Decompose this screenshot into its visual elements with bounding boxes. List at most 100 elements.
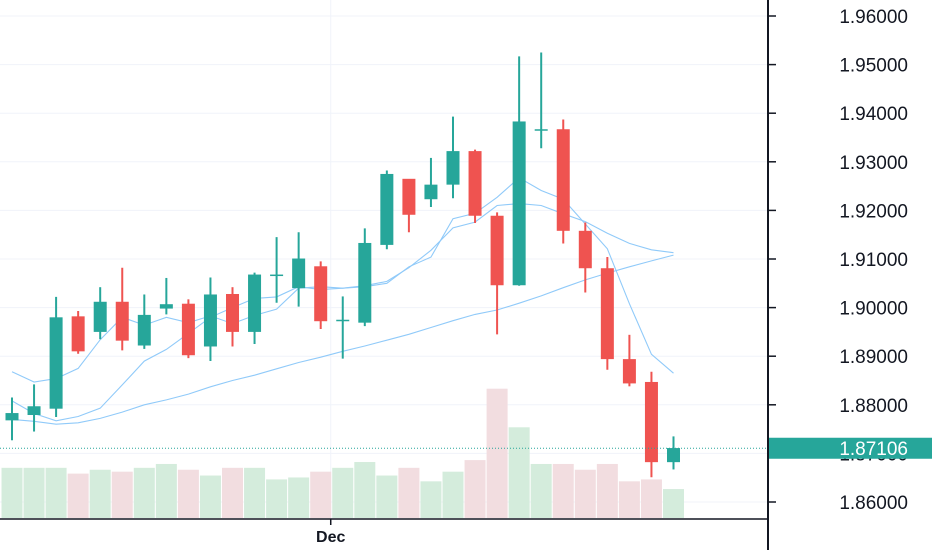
candle-body	[137, 314, 151, 346]
volume-bar	[640, 479, 662, 518]
volume-bar	[442, 471, 464, 518]
candle-body	[336, 319, 350, 322]
volume-bar	[596, 463, 618, 518]
last-price-badge	[769, 437, 932, 459]
price-tick-label: 1.88000	[839, 396, 908, 417]
price-tick-label: 1.96000	[839, 7, 908, 28]
candle[interactable]	[27, 384, 41, 432]
volume-bar	[1, 467, 23, 518]
time-tick-label: Dec	[316, 529, 345, 546]
candle[interactable]	[181, 299, 195, 359]
candle-body	[314, 266, 328, 322]
candle[interactable]	[578, 222, 592, 293]
candle[interactable]	[446, 116, 460, 199]
candles-layer	[5, 52, 680, 478]
candle-body	[270, 274, 284, 277]
candle[interactable]	[644, 371, 658, 478]
volume-bar	[663, 489, 684, 518]
volume-bar	[332, 467, 354, 518]
candle[interactable]	[358, 228, 372, 327]
candle-body	[203, 294, 217, 347]
candle-body	[226, 293, 239, 332]
candle[interactable]	[424, 157, 438, 207]
candle[interactable]	[314, 261, 328, 329]
volume-bar	[177, 469, 199, 518]
candle-body	[181, 303, 195, 356]
price-tick-label: 1.94000	[839, 104, 908, 125]
candle[interactable]	[600, 257, 614, 370]
volume-bar	[310, 471, 332, 518]
candle-body	[490, 215, 504, 286]
price-tick-label: 1.93000	[839, 153, 908, 174]
candle-body	[556, 129, 570, 231]
candle[interactable]	[248, 272, 262, 345]
volume-bar	[398, 467, 420, 518]
volume-bar	[45, 467, 67, 518]
candle-body	[292, 258, 306, 289]
candle-body	[115, 301, 129, 341]
candle[interactable]	[292, 232, 306, 307]
volume-bar	[89, 469, 111, 518]
candle-body	[667, 448, 680, 463]
candle[interactable]	[534, 52, 548, 149]
volume-layer	[1, 388, 684, 518]
candle[interactable]	[667, 436, 680, 470]
candle-body	[512, 121, 526, 286]
volume-bar	[133, 467, 155, 518]
candle-body	[49, 317, 63, 409]
volume-bar	[464, 460, 486, 518]
volume-bar	[244, 467, 266, 518]
candle-body	[578, 230, 592, 269]
candle[interactable]	[380, 170, 394, 250]
candle-body	[446, 151, 460, 185]
candle[interactable]	[512, 56, 526, 286]
candle-body	[622, 359, 636, 384]
volume-bar	[574, 469, 596, 518]
volume-bar	[508, 427, 530, 518]
last-price-label: 1.87106	[839, 439, 908, 460]
volume-bar	[266, 479, 288, 518]
candle-body	[600, 268, 614, 360]
volume-bar	[199, 475, 221, 518]
candle-body	[159, 304, 173, 309]
candle-body	[358, 242, 372, 323]
price-axis[interactable]: 1.860001.870001.880001.890001.900001.910…	[767, 0, 908, 550]
volume-bar	[288, 477, 310, 518]
candle-body	[27, 406, 41, 416]
candle[interactable]	[336, 296, 350, 359]
candle[interactable]	[71, 311, 85, 354]
candle[interactable]	[115, 267, 129, 351]
candle[interactable]	[159, 277, 173, 315]
candle[interactable]	[402, 178, 416, 233]
candle[interactable]	[203, 277, 217, 362]
candle[interactable]	[5, 397, 19, 441]
candle-body	[534, 129, 548, 131]
candle-body	[644, 381, 658, 463]
candle[interactable]	[226, 287, 239, 347]
price-tick-label: 1.89000	[839, 347, 908, 368]
candle[interactable]	[93, 287, 107, 340]
candle[interactable]	[49, 296, 63, 417]
candle[interactable]	[622, 334, 636, 387]
candle[interactable]	[556, 119, 570, 244]
candle[interactable]	[468, 149, 482, 224]
candle-body	[5, 413, 19, 421]
candle[interactable]	[270, 237, 284, 303]
time-axis[interactable]: Dec	[0, 518, 768, 546]
volume-bar	[155, 463, 177, 518]
volume-bar	[222, 467, 243, 518]
volume-bar	[486, 388, 508, 518]
candle-body	[424, 184, 438, 200]
candle[interactable]	[137, 294, 151, 349]
volume-bar	[67, 473, 89, 518]
volume-bar	[530, 463, 552, 518]
volume-bar	[23, 467, 45, 518]
candle-body	[71, 316, 85, 352]
candle[interactable]	[490, 212, 504, 335]
candle-body	[248, 274, 262, 332]
price-tick-label: 1.92000	[839, 201, 908, 222]
grid-layer	[0, 0, 768, 519]
volume-bar	[111, 471, 133, 518]
